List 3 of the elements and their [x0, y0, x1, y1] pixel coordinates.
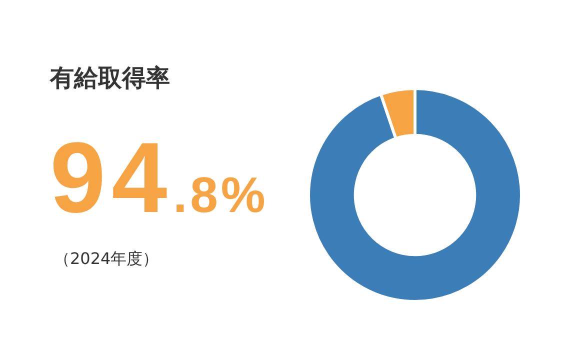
text: 有給取得率	[50, 63, 170, 94]
text: （2024年度）	[54, 249, 159, 270]
text: 94.8%	[50, 122, 268, 234]
